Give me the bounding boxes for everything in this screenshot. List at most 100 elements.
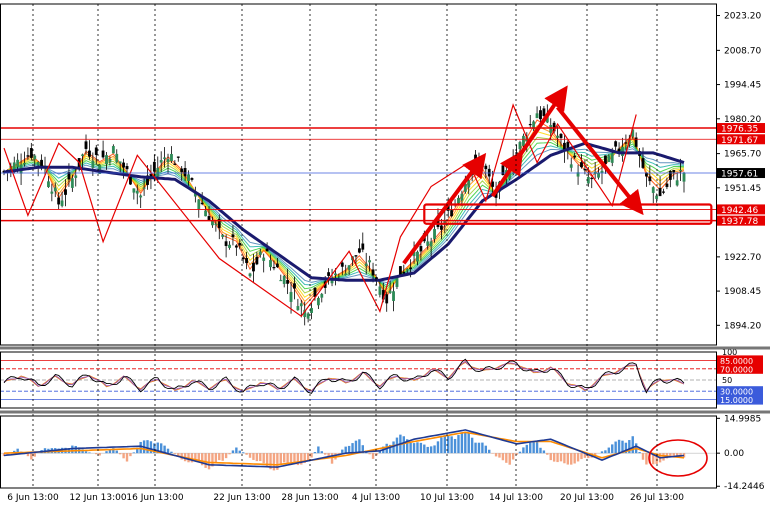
candle-body: [156, 167, 160, 177]
candle-body: [586, 176, 590, 184]
macd-histogram-bar: [477, 442, 481, 454]
candle-body: [255, 256, 259, 265]
candle-body: [576, 172, 580, 177]
candle-body: [347, 265, 351, 270]
ribbon-ma-line: [3, 141, 685, 290]
candle-body: [590, 177, 594, 180]
candle: [286, 268, 290, 295]
candle: [224, 234, 228, 258]
macd-histogram-bar: [508, 453, 511, 465]
candle: [269, 254, 272, 271]
candle-body: [265, 248, 269, 252]
annotation-circle: [648, 439, 708, 477]
candle: [142, 176, 146, 196]
macd-histogram-bar: [276, 453, 279, 470]
candle-body: [569, 164, 573, 168]
macd-histogram-bar: [95, 453, 98, 455]
macd-histogram-bar: [235, 447, 238, 454]
candle: [310, 302, 313, 320]
candle: [29, 142, 33, 161]
candle: [111, 144, 115, 154]
candle: [426, 232, 430, 250]
candle: [429, 237, 433, 258]
macd-histogram-bar: [286, 453, 289, 463]
macd-histogram-bar: [494, 453, 498, 457]
candle-body: [484, 165, 488, 170]
candle: [576, 164, 580, 185]
candle-body: [101, 150, 105, 158]
macd-histogram-bar: [429, 446, 433, 454]
candle: [64, 179, 67, 207]
macd-histogram-bar: [272, 453, 276, 471]
candle-body: [238, 242, 242, 246]
candle-body: [64, 189, 67, 195]
candle: [170, 146, 173, 163]
rsi-level-box: [717, 386, 763, 397]
candle: [166, 153, 170, 174]
candle: [81, 153, 84, 168]
y-tick-label: 1951.45: [724, 184, 761, 194]
candle-body: [53, 187, 57, 192]
candle: [255, 251, 259, 266]
macd-histogram-bar: [16, 448, 19, 454]
macd-histogram-bar: [245, 453, 248, 455]
panel-frame: [0, 3, 717, 346]
macd-histogram-bar: [587, 453, 590, 459]
candle: [658, 176, 662, 197]
macd-histogram-bar: [241, 452, 245, 454]
candle-body: [282, 275, 286, 284]
candle-body: [405, 269, 409, 271]
macd-histogram-bar: [122, 453, 125, 459]
candle: [402, 264, 406, 275]
candle-body: [515, 152, 518, 154]
candle-body: [50, 191, 54, 194]
candle: [26, 147, 30, 160]
macd-histogram-bar: [580, 453, 583, 460]
macd-histogram-bar: [563, 453, 566, 464]
price-panel: 2023.20 2008.70 1994.45 1980.20 1965.70 1951.…: [0, 12, 765, 331]
candle: [101, 140, 105, 159]
macd-histogram-bar: [238, 450, 241, 454]
macd-histogram-bar: [556, 453, 559, 463]
candle-body: [286, 280, 290, 284]
macd-histogram-bar: [525, 444, 529, 454]
x-tick-label: 16 Jun 13:00: [126, 493, 183, 503]
candle: [378, 280, 382, 298]
candle: [457, 195, 460, 205]
macd-histogram-bar: [546, 453, 549, 455]
x-tick-label: 14 Jul 13:00: [489, 493, 543, 503]
candle: [176, 156, 180, 162]
macd-histogram-bar: [515, 453, 518, 455]
candle: [621, 137, 624, 162]
candle-body: [474, 154, 477, 164]
candle-body: [146, 175, 149, 185]
macd-histogram-bar: [26, 453, 30, 457]
candle: [217, 214, 221, 240]
candle-body: [217, 218, 221, 228]
candle: [617, 142, 621, 157]
candle-body: [668, 171, 672, 180]
candle-body: [132, 188, 136, 193]
candle: [84, 134, 88, 155]
rsi-level-label: 30.0000: [720, 388, 753, 397]
macd-histogram-bar: [552, 453, 556, 462]
candle-body: [108, 158, 112, 163]
candle-body: [528, 123, 532, 126]
candle: [108, 156, 112, 166]
candle: [279, 274, 283, 282]
candle-body: [340, 262, 344, 267]
candle: [682, 171, 686, 193]
candle: [262, 253, 266, 273]
macd-histogram-bar: [453, 438, 457, 454]
candle-body: [648, 176, 652, 182]
macd-histogram-bar: [255, 453, 259, 462]
macd-histogram-bar: [600, 451, 604, 454]
y-tick-label: 2023.20: [724, 12, 761, 22]
candle-body: [129, 176, 132, 185]
x-tick-label: 26 Jul 13:00: [630, 493, 684, 503]
candle: [648, 165, 652, 186]
macd-histogram-bar: [549, 453, 552, 461]
candle: [340, 260, 344, 276]
candle-body: [429, 241, 433, 247]
